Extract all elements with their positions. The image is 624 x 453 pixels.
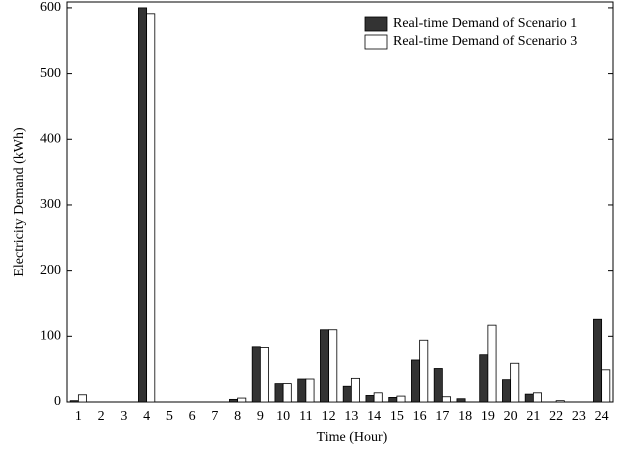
x-tick-label: 22	[549, 409, 563, 424]
x-tick-label: 24	[595, 409, 609, 424]
x-tick-label: 3	[120, 409, 127, 424]
legend-label: Real-time Demand of Scenario 1	[393, 16, 577, 31]
bar	[593, 318, 603, 403]
legend-label: Real-time Demand of Scenario 3	[393, 34, 577, 49]
bar	[282, 383, 292, 403]
x-tick-label: 23	[572, 409, 586, 424]
x-tick-label: 19	[481, 409, 495, 424]
bar	[411, 359, 421, 403]
bar	[229, 398, 239, 403]
x-tick-label: 21	[526, 409, 540, 424]
y-axis-label: Electricity Demand (kWh)	[12, 127, 27, 277]
bar	[532, 392, 542, 403]
x-tick-label: 5	[166, 409, 173, 424]
x-tick-label: 6	[189, 409, 196, 424]
bar	[419, 339, 429, 403]
bar	[138, 7, 148, 403]
y-tick-label: 100	[40, 329, 61, 344]
bar	[365, 395, 375, 403]
bar	[251, 346, 261, 403]
bar	[342, 385, 352, 403]
y-tick-label: 400	[40, 131, 61, 146]
bar	[77, 394, 87, 403]
bar	[305, 378, 315, 403]
x-tick-label: 7	[211, 409, 218, 424]
x-tick-label: 11	[299, 409, 312, 424]
bar	[487, 324, 497, 403]
legend-swatch	[364, 16, 388, 32]
x-tick-label: 13	[344, 409, 358, 424]
x-tick-label: 14	[367, 409, 381, 424]
x-tick-label: 15	[390, 409, 404, 424]
x-axis-label: Time (Hour)	[317, 430, 388, 445]
x-tick-label: 16	[413, 409, 427, 424]
x-tick-label: 1	[75, 409, 82, 424]
x-tick-label: 2	[98, 409, 105, 424]
x-tick-label: 12	[322, 409, 336, 424]
bar	[328, 329, 338, 403]
x-tick-label: 10	[276, 409, 290, 424]
bar	[373, 392, 383, 403]
x-tick-label: 9	[257, 409, 264, 424]
x-tick-label: 17	[435, 409, 449, 424]
x-tick-label: 18	[458, 409, 472, 424]
bar	[146, 13, 156, 403]
bar	[555, 400, 565, 403]
y-tick-label: 600	[40, 0, 61, 15]
legend-swatch	[364, 34, 388, 50]
x-tick-label: 20	[504, 409, 518, 424]
y-tick-label: 500	[40, 66, 61, 81]
x-tick-label: 8	[234, 409, 241, 424]
bar	[479, 354, 489, 403]
bar	[502, 379, 512, 403]
bar	[510, 362, 520, 403]
bar	[524, 393, 534, 403]
bar	[259, 347, 269, 403]
plot-frame	[66, 1, 614, 403]
bar	[320, 329, 330, 403]
bar	[274, 383, 284, 403]
bar	[388, 397, 398, 403]
x-tick-label: 4	[143, 409, 150, 424]
bar	[297, 378, 307, 403]
bar	[433, 368, 443, 403]
y-tick-label: 300	[40, 197, 61, 212]
y-tick-label: 0	[54, 394, 61, 409]
bar	[350, 377, 360, 403]
bar	[69, 400, 79, 403]
bar	[441, 396, 451, 403]
bar	[237, 397, 247, 403]
y-tick-label: 200	[40, 263, 61, 278]
bar	[396, 395, 406, 403]
bar	[601, 369, 611, 403]
bar	[456, 398, 466, 403]
